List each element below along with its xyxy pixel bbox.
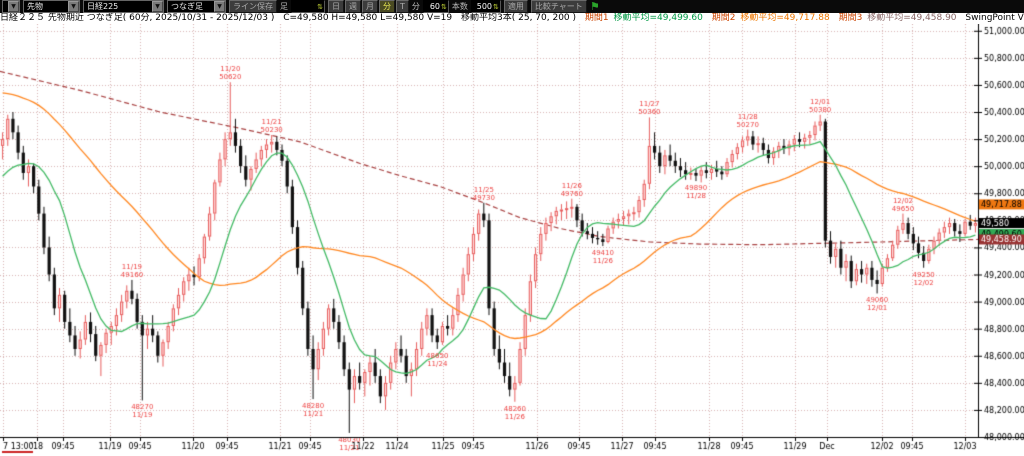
mini-dropdown[interactable]: ▼ — [2, 0, 20, 13]
ma3-period-label: 期間3 — [838, 13, 863, 23]
spinner-icon[interactable]: ⇅ — [493, 2, 499, 11]
bar-type-input[interactable]: ⇅ — [291, 0, 325, 13]
chart-title: 日経２２５ 先物期近 つなぎ足( 60分, 2025/10/31 - 2025/… — [0, 13, 275, 23]
bar-count-input[interactable]: 500 ⇅ — [470, 0, 501, 13]
minute-label: 分 — [411, 2, 420, 11]
chevron-down-icon: ▼ — [8, 1, 19, 12]
ma2-period-label: 期間2 — [711, 13, 736, 23]
period-button-日[interactable]: 日 — [328, 0, 344, 13]
spinner-icon[interactable]: ⇅ — [441, 2, 447, 11]
chevron-down-icon: ▼ — [68, 1, 79, 12]
ma3-value: 移動平均=49,458.90 — [867, 13, 957, 23]
instrument-type-dropdown[interactable]: 先物 ▼ — [23, 0, 80, 13]
ma-settings-label: 移動平均3本( 25, 70, 200 ) — [461, 13, 577, 23]
ma1-period-label: 期間1 — [584, 13, 609, 23]
chevron-down-icon: ▼ — [214, 1, 225, 12]
instrument-type-value: 先物 — [27, 2, 43, 11]
ma1-value: 移動平均=49,499.60 — [613, 13, 703, 23]
chevron-down-icon: ▼ — [152, 1, 163, 12]
symbol-dropdown[interactable]: 日経225 ▼ — [83, 0, 164, 13]
minute-input[interactable]: 60 ⇅ — [422, 0, 449, 13]
period-button-T[interactable]: T — [396, 0, 409, 13]
period-button-週[interactable]: 週 — [345, 0, 361, 13]
ma2-value: 移動平均=49,717.88 — [740, 13, 830, 23]
swingpoint-view-label: SwingPoint View — [965, 13, 1024, 23]
candlestick-chart-canvas[interactable] — [0, 24, 1024, 456]
spinner-icon[interactable]: ⇅ — [317, 2, 323, 11]
symbol-value: 日経225 — [87, 2, 119, 11]
chart-style-dropdown[interactable]: つなぎ足 ▼ — [167, 0, 226, 13]
period-button-分[interactable]: 分 — [379, 0, 395, 13]
ohlc-readout: C=49,580 H=49,580 L=49,580 V=19 — [283, 13, 453, 23]
period-button-月[interactable]: 月 — [362, 0, 378, 13]
apply-button[interactable]: 適用 — [503, 0, 528, 13]
compare-chart-button[interactable]: 比較チャート — [530, 0, 587, 13]
line-save-button[interactable]: ライン保存 — [229, 0, 277, 13]
bar-type-label: 足 — [280, 2, 288, 11]
bar-count-label: 本数 — [451, 2, 468, 11]
chart-style-value: つなぎ足 — [171, 2, 203, 11]
chart-info-bar: 日経２２５ 先物期近 つなぎ足( 60分, 2025/10/31 - 2025/… — [0, 13, 1024, 25]
flag-icon[interactable]: ⚑ — [589, 0, 600, 13]
